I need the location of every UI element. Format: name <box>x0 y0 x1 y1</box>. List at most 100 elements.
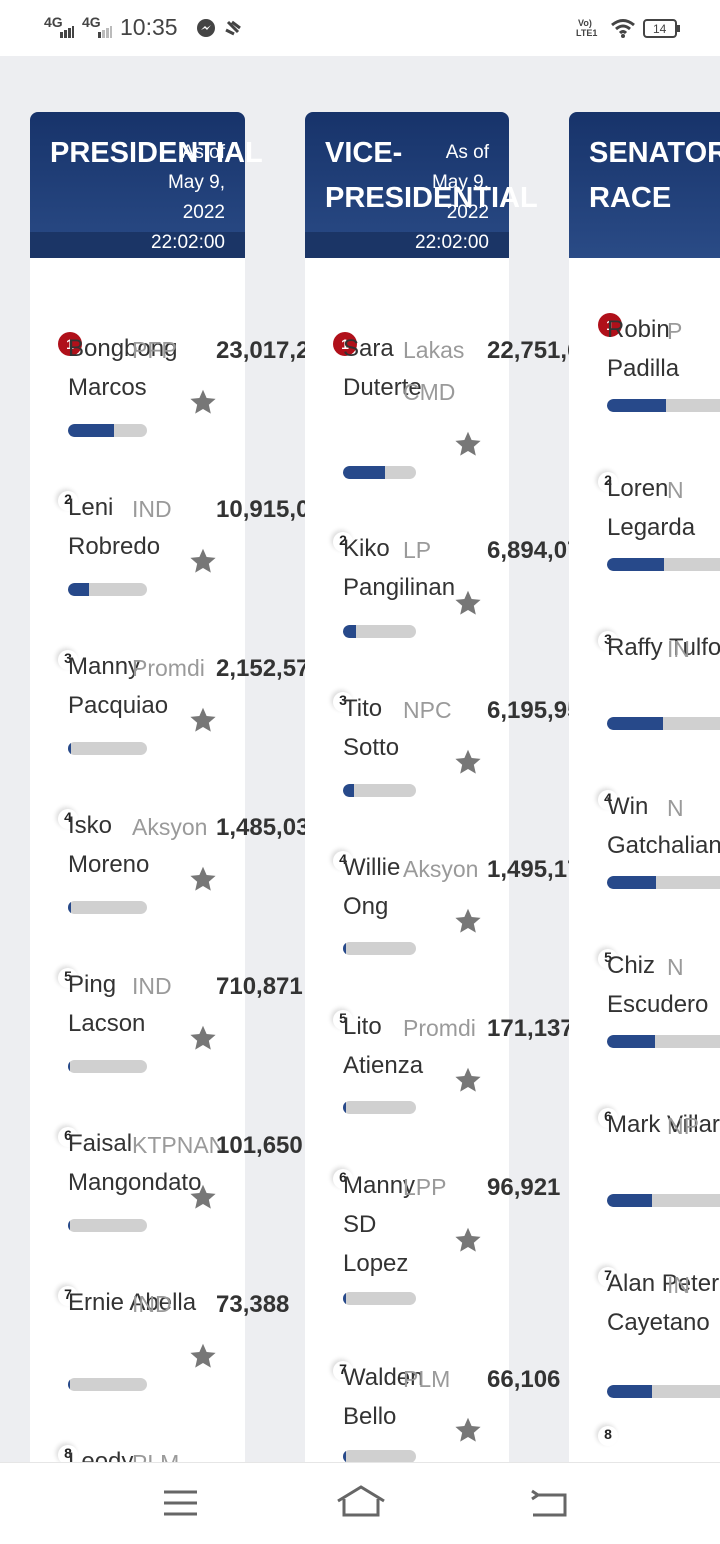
vote-bar-fill <box>68 424 114 437</box>
party: PLM <box>403 1366 451 1392</box>
column-body: 1 Bongbong Marcos PFP 23,017,285 2 Leni Robre… <box>30 258 336 1544</box>
favorite-star[interactable] <box>189 706 217 734</box>
favorite-star[interactable] <box>189 1024 217 1052</box>
vote-bar <box>68 1219 147 1232</box>
favorite-star[interactable] <box>189 1342 217 1370</box>
notification-icons <box>197 19 241 37</box>
column-header: SENATORIAL RACE <box>569 112 720 258</box>
party: N <box>667 954 684 980</box>
vote-bar <box>607 1194 720 1207</box>
candidate-name: Alan Peter Cayetano <box>607 1270 720 1336</box>
candidate-name: Raffy Tulfo <box>607 634 720 661</box>
rank-badge: 5 <box>598 949 618 969</box>
vote-bar <box>607 876 720 889</box>
party: IN <box>667 1272 690 1298</box>
as-of-time: 22:02:00 <box>415 232 489 253</box>
candidate-name: Loren Legarda <box>607 475 696 541</box>
vote-bar-fill <box>607 1194 652 1207</box>
back-button[interactable] <box>531 1489 567 1517</box>
party: P <box>667 318 683 344</box>
candidate-name: Manny Pacquiao <box>68 653 169 719</box>
vote-count: 96,921 <box>487 1174 561 1201</box>
vote-bar <box>607 399 720 412</box>
vote-bar <box>607 1035 720 1048</box>
as-of-as-of: As of <box>181 142 225 163</box>
race-column: 1 Sara Duterte Lakas CMD 22,751,617 2 Kiko Pa… <box>305 112 607 1544</box>
header-stripe <box>30 232 245 258</box>
party: N <box>667 795 684 821</box>
rank-badge: 3 <box>58 650 78 670</box>
rank-badge: 3 <box>333 692 353 712</box>
rank-badge: 1 <box>333 332 357 356</box>
race-column: 1 Bongbong Marcos PFP 23,017,285 2 Leni Robre… <box>30 112 336 1544</box>
candidate-name: Ping Lacson <box>68 971 146 1037</box>
candidate-name: Kiko Pangilinan <box>343 535 456 601</box>
party: Promdi <box>132 655 205 681</box>
vote-count: 710,871 <box>216 973 303 1000</box>
as-of-as-of: As of <box>445 142 489 163</box>
network: 4G <box>82 14 101 30</box>
party: Aksyon <box>403 856 479 882</box>
header-stripe <box>305 232 509 258</box>
column-title: PRESIDENTIAL <box>50 137 263 169</box>
vote-bar <box>68 1060 147 1073</box>
favorite-star[interactable] <box>454 1226 482 1254</box>
vote-bar <box>343 1101 416 1114</box>
candidate-name: Willie Ong <box>343 854 401 920</box>
party: LP <box>403 537 432 563</box>
rank-badge: 1 <box>58 332 82 356</box>
as-of-time: 22:02:00 <box>151 232 225 253</box>
home-button[interactable] <box>337 1485 385 1517</box>
rank-badge: 4 <box>58 809 78 829</box>
vote-bar-fill <box>68 1378 70 1391</box>
party: LPP <box>403 1174 447 1200</box>
favorite-star[interactable] <box>189 547 217 575</box>
column-body: 1 Robin Padilla P 2 Loren Legarda N 3 Raffy Tul… <box>569 258 720 1544</box>
rank-badge: 5 <box>333 1010 353 1030</box>
party: IND <box>132 973 172 999</box>
rank-badge: 2 <box>58 491 78 511</box>
rank-badge: 4 <box>598 790 618 810</box>
battery-frame <box>643 19 680 38</box>
volte: Vo) <box>578 18 592 28</box>
column-title: VICE- <box>325 137 403 169</box>
favorite-star[interactable] <box>454 589 482 617</box>
candidate-name: Mark Villar <box>607 1111 720 1138</box>
vote-bar-fill <box>68 742 71 755</box>
vote-count: 66,106 <box>487 1366 561 1393</box>
favorite-star[interactable] <box>189 1183 217 1211</box>
favorite-star[interactable] <box>189 865 217 893</box>
vote-bar-fill <box>343 1292 346 1305</box>
vote-bar-fill <box>607 1035 655 1048</box>
rank-badge: 7 <box>58 1286 78 1306</box>
party: Lakas CMD <box>403 337 465 405</box>
vote-bar-fill <box>607 1385 652 1398</box>
candidate-name: Ernie Abella <box>68 1289 197 1316</box>
vote-bar <box>68 742 147 755</box>
favorite-star[interactable] <box>454 1066 482 1094</box>
favorite-star[interactable] <box>454 1416 482 1444</box>
rank-badge: 6 <box>58 1127 78 1147</box>
vote-bar <box>607 717 720 730</box>
vote-bar-fill <box>68 901 71 914</box>
signal <box>98 26 112 38</box>
candidate-name: Win Gatchalian <box>607 793 720 859</box>
candidate-name: Sara Duterte <box>343 335 422 401</box>
party: Promdi <box>403 1015 476 1041</box>
column-title: PRESIDENTIAL <box>325 182 538 214</box>
vote-bar <box>68 1378 147 1391</box>
vote-count: 101,650 <box>216 1132 303 1159</box>
party: KTPNAN <box>132 1132 226 1158</box>
candidate-name: Walden Bello <box>343 1364 424 1430</box>
favorite-star[interactable] <box>454 748 482 776</box>
favorite-star[interactable] <box>454 907 482 935</box>
party: IND <box>132 1291 172 1317</box>
vote-bar <box>343 942 416 955</box>
candidate-name: Bongbong Marcos <box>68 335 178 401</box>
candidate-name: Lito Atienza <box>343 1013 424 1079</box>
favorite-star[interactable] <box>189 388 217 416</box>
favorite-star[interactable] <box>454 430 482 458</box>
candidate-name: Chiz Escudero <box>607 952 709 1018</box>
party: IND <box>132 496 172 522</box>
menu-button[interactable] <box>164 1490 197 1516</box>
